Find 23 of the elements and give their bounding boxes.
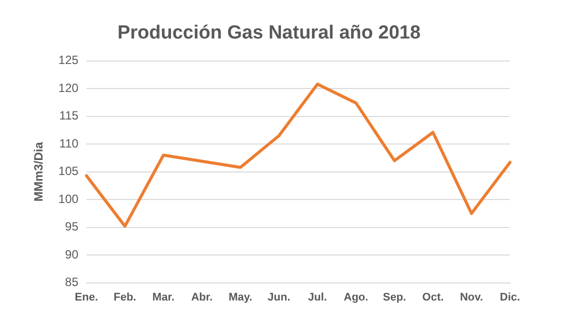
y-tick-label: 110 [59, 136, 79, 150]
x-tick-label: Jun. [268, 291, 290, 304]
x-tick-label: May. [228, 291, 252, 304]
y-tick-label: 85 [65, 275, 79, 290]
x-tick-label: Jul. [308, 291, 327, 304]
y-tick-label: 105 [58, 164, 79, 178]
x-tick-label: Nov. [460, 291, 484, 304]
x-tick-label: Mar. [152, 291, 174, 304]
y-axis-title: MMm3/Dia [32, 142, 46, 202]
x-tick-label: Feb. [114, 291, 136, 304]
y-tick-label: 95 [65, 220, 79, 234]
y-tick-label: 100 [58, 192, 79, 206]
x-tick-label: Oct. [422, 291, 444, 304]
y-tick-label: 115 [59, 108, 79, 123]
x-tick-label: Abr. [191, 291, 213, 304]
y-tick-label: 90 [65, 247, 79, 262]
x-tick-label: Sep. [382, 291, 406, 304]
x-tick-label: Ene. [74, 291, 98, 304]
y-tick-label: 125 [58, 53, 79, 68]
y-tick-label: 120 [58, 80, 79, 95]
chart-title: Producción Gas Natural año 2018 [117, 22, 421, 44]
x-tick-label: Dic. [500, 291, 520, 304]
x-tick-label: Ago. [344, 291, 368, 304]
